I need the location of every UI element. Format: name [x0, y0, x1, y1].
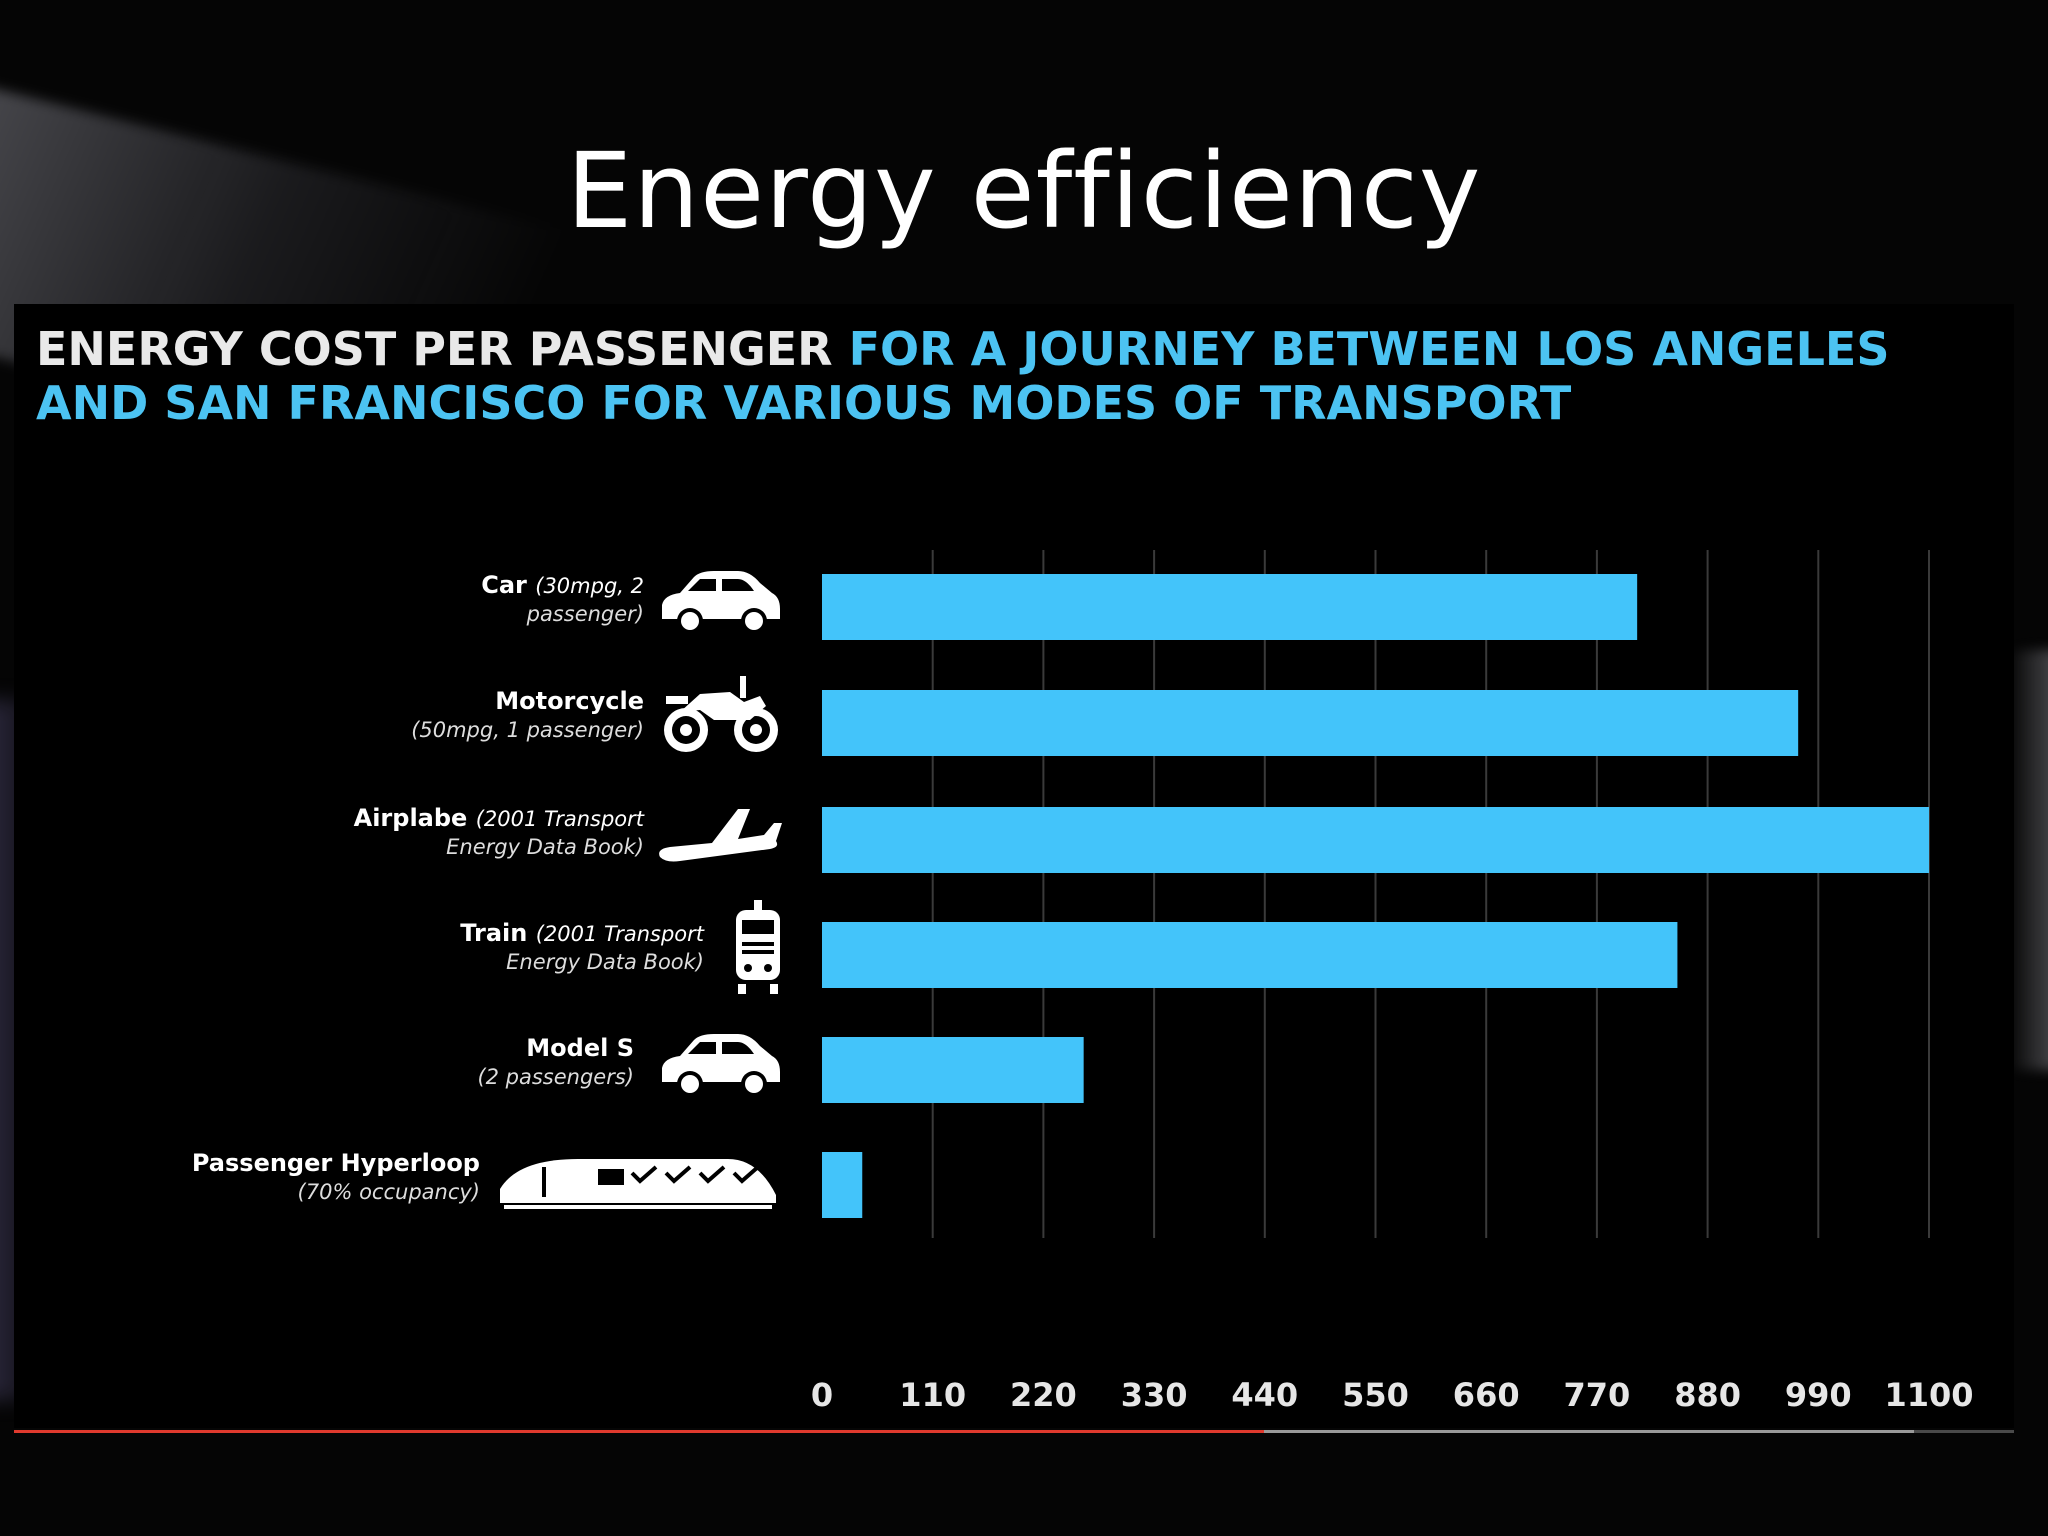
x-tick-label: 440	[1231, 1376, 1298, 1414]
x-tick-label: 0	[811, 1376, 833, 1414]
x-tick-label: 330	[1121, 1376, 1188, 1414]
video-buffered-bar	[1264, 1430, 1914, 1433]
category-detail: (50mpg, 1 passenger)	[411, 718, 644, 742]
category-detail: (70% occupancy)	[298, 1180, 480, 1204]
bar	[822, 1037, 1084, 1103]
x-tick-label: 1100	[1884, 1376, 1973, 1414]
bar	[822, 574, 1638, 640]
slide-title: Energy efficiency	[566, 130, 1482, 252]
x-tick-label: 110	[899, 1376, 966, 1414]
hyperloop-icon	[500, 1159, 776, 1209]
category-detail: Energy Data Book)	[446, 835, 644, 859]
x-tick-label: 770	[1564, 1376, 1631, 1414]
video-progress-bar[interactable]	[14, 1430, 2014, 1433]
category-label: Airplabe (2001 Transport	[354, 804, 645, 832]
chart-panel: ENERGY COST PER PASSENGER FOR A JOURNEY …	[14, 304, 2014, 1428]
bar-chart: 0 110 220 330 440 550 660 770 880 990 1100 Car (30m…	[192, 550, 1974, 1414]
chart-heading: ENERGY COST PER PASSENGER FOR A JOURNEY …	[36, 322, 1936, 430]
airplane-icon	[659, 809, 782, 862]
x-tick-label: 880	[1674, 1376, 1741, 1414]
x-tick-label: 990	[1785, 1376, 1852, 1414]
video-played-bar	[14, 1430, 1264, 1433]
x-tick-label: 220	[1010, 1376, 1077, 1414]
category-detail: Energy Data Book)	[506, 950, 704, 974]
car-icon	[662, 571, 780, 634]
category-label: Model S	[526, 1034, 634, 1062]
bar	[822, 922, 1678, 988]
category-label: Passenger Hyperloop	[192, 1149, 480, 1177]
motorcycle-icon	[664, 676, 778, 752]
category-label: Motorcycle	[495, 687, 644, 715]
category-detail: passenger)	[526, 602, 644, 626]
category-label: Train (2001 Transport	[460, 919, 705, 947]
train-icon	[736, 900, 780, 994]
bar	[822, 807, 1929, 873]
car-icon	[662, 1034, 780, 1097]
x-tick-label: 550	[1342, 1376, 1409, 1414]
bar	[822, 1152, 863, 1218]
chart-heading-blue: FOR A JOURNEY BETWEEN LOS ANGELES AND SA…	[36, 322, 1890, 430]
background-streak	[2008, 650, 2048, 1070]
bar	[822, 690, 1799, 756]
x-tick-label: 660	[1453, 1376, 1520, 1414]
category-label: Car (30mpg, 2	[481, 571, 644, 599]
chart-heading-white: ENERGY COST PER PASSENGER	[36, 322, 833, 376]
category-detail: (2 passengers)	[477, 1065, 634, 1089]
